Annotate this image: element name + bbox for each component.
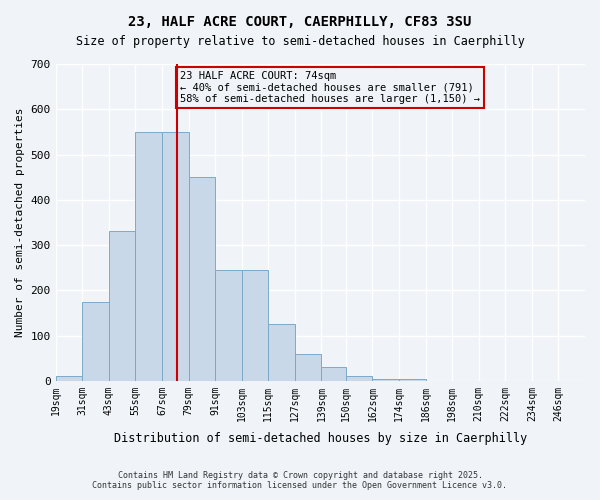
Bar xyxy=(322,367,346,381)
Bar xyxy=(399,378,425,381)
Text: Contains HM Land Registry data © Crown copyright and database right 2025.
Contai: Contains HM Land Registry data © Crown c… xyxy=(92,470,508,490)
Text: 23, HALF ACRE COURT, CAERPHILLY, CF83 3SU: 23, HALF ACRE COURT, CAERPHILLY, CF83 3S… xyxy=(128,15,472,29)
Bar xyxy=(373,378,399,381)
Bar xyxy=(242,270,268,381)
X-axis label: Distribution of semi-detached houses by size in Caerphilly: Distribution of semi-detached houses by … xyxy=(114,432,527,445)
Bar xyxy=(82,302,109,381)
Bar xyxy=(215,270,242,381)
Bar xyxy=(295,354,322,381)
Text: 23 HALF ACRE COURT: 74sqm
← 40% of semi-detached houses are smaller (791)
58% of: 23 HALF ACRE COURT: 74sqm ← 40% of semi-… xyxy=(179,71,479,104)
Bar xyxy=(162,132,188,381)
Bar xyxy=(268,324,295,381)
Bar xyxy=(188,177,215,381)
Y-axis label: Number of semi-detached properties: Number of semi-detached properties xyxy=(15,108,25,337)
Bar xyxy=(136,132,162,381)
Bar xyxy=(109,232,136,381)
Text: Size of property relative to semi-detached houses in Caerphilly: Size of property relative to semi-detach… xyxy=(76,35,524,48)
Bar xyxy=(346,376,373,381)
Bar xyxy=(56,376,82,381)
